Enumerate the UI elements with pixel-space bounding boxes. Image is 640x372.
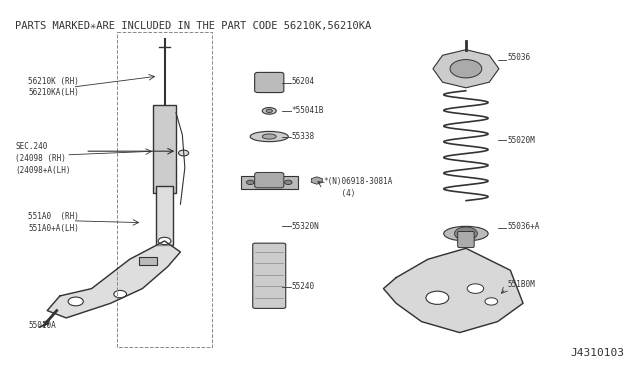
Text: *55041B: *55041B [291, 106, 324, 115]
Text: SEC.240
(24098 (RH)
(24098+A(LH): SEC.240 (24098 (RH) (24098+A(LH) [15, 142, 71, 175]
Text: 55036+A: 55036+A [507, 222, 540, 231]
Circle shape [179, 150, 189, 156]
Text: 551B0M: 551B0M [507, 280, 535, 289]
Circle shape [246, 180, 254, 185]
Bar [156, 186, 173, 245]
Text: 56204: 56204 [291, 77, 315, 86]
Circle shape [485, 298, 498, 305]
Text: PARTS MARKED✳ARE INCLUDED IN THE PART CODE 56210K,56210KA: PARTS MARKED✳ARE INCLUDED IN THE PART CO… [15, 21, 372, 31]
Text: 551A0  (RH)
551A0+A(LH): 551A0 (RH) 551A0+A(LH) [28, 212, 79, 233]
Text: 56210K (RH)
56210KA(LH): 56210K (RH) 56210KA(LH) [28, 77, 79, 97]
Circle shape [114, 291, 127, 298]
Circle shape [68, 297, 83, 306]
FancyBboxPatch shape [255, 73, 284, 93]
Text: 55240: 55240 [291, 282, 315, 291]
Ellipse shape [250, 131, 288, 142]
Text: 55338: 55338 [291, 132, 315, 141]
Polygon shape [383, 248, 523, 333]
Bar [153, 105, 176, 193]
Text: 55020M: 55020M [507, 136, 535, 145]
Circle shape [454, 227, 477, 240]
FancyBboxPatch shape [255, 173, 284, 188]
Circle shape [158, 237, 171, 245]
Text: *(N)06918-3081A
    (4): *(N)06918-3081A (4) [323, 177, 392, 198]
Ellipse shape [262, 108, 276, 114]
FancyBboxPatch shape [253, 243, 285, 308]
Polygon shape [47, 241, 180, 318]
Text: 55010A: 55010A [28, 321, 56, 330]
Ellipse shape [262, 134, 276, 139]
Circle shape [467, 284, 484, 294]
Ellipse shape [444, 226, 488, 241]
FancyBboxPatch shape [458, 231, 474, 247]
Circle shape [426, 291, 449, 304]
Text: 55320N: 55320N [291, 222, 319, 231]
Bar [139, 257, 157, 265]
Text: 55036: 55036 [507, 53, 531, 62]
Circle shape [284, 180, 292, 185]
Circle shape [450, 60, 482, 78]
Bar [241, 176, 298, 189]
Text: J4310103: J4310103 [570, 348, 625, 358]
Ellipse shape [266, 109, 273, 112]
